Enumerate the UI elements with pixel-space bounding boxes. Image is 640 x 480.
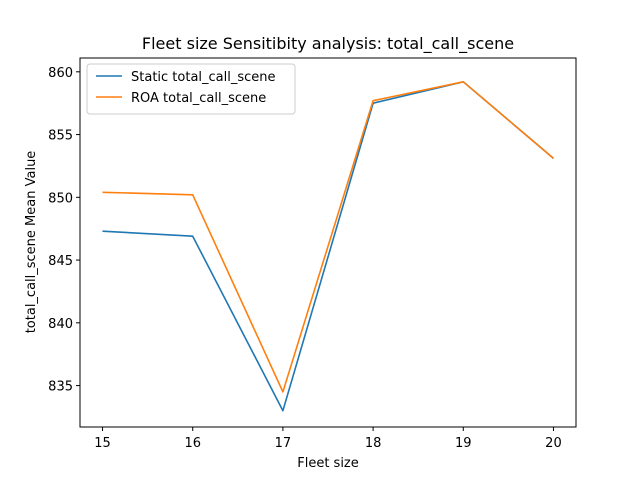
y-tick-label: 835 bbox=[48, 380, 73, 395]
legend-label: Static total_call_scene bbox=[131, 70, 276, 85]
y-axis-label: total_call_scene Mean Value bbox=[24, 151, 39, 334]
y-tick-label: 840 bbox=[48, 317, 73, 332]
y-tick-label: 845 bbox=[48, 254, 73, 269]
plot-area-frame bbox=[79, 57, 577, 428]
chart-title: Fleet size Sensitibity analysis: total_c… bbox=[142, 34, 514, 54]
y-tick-label: 850 bbox=[48, 191, 73, 206]
y-axis: 835 840 845 850 855 860 bbox=[48, 66, 80, 395]
legend-label: ROA total_call_scene bbox=[131, 91, 266, 106]
legend: Static total_call_scene ROA total_call_sc… bbox=[86, 63, 296, 115]
y-tick-label: 860 bbox=[48, 66, 73, 81]
legend-box bbox=[86, 63, 296, 115]
x-tick-label: 16 bbox=[184, 436, 201, 451]
series-layer bbox=[102, 81, 555, 412]
x-tick-label: 19 bbox=[455, 436, 472, 451]
x-axis-label: Fleet size bbox=[297, 456, 359, 471]
y-tick-label: 855 bbox=[48, 129, 73, 144]
series-line-2 bbox=[102, 81, 555, 393]
x-tick-label: 15 bbox=[94, 436, 111, 451]
x-axis: 15 16 17 18 19 20 bbox=[94, 427, 562, 451]
x-tick-label: 18 bbox=[365, 436, 382, 451]
x-tick-label: 20 bbox=[545, 436, 562, 451]
x-tick-label: 17 bbox=[275, 436, 292, 451]
